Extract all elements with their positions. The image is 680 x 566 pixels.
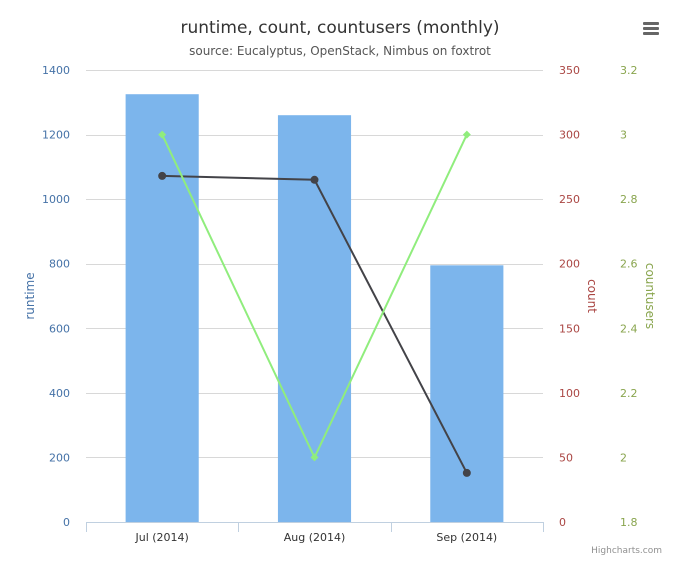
y-tick-label-count: 300 (559, 129, 580, 142)
y-tick-label-count: 0 (559, 516, 566, 529)
y-tick-label-countusers: 2 (620, 451, 627, 464)
bar-runtime[interactable] (125, 94, 199, 522)
y-axis-label-countusers: countusers (643, 263, 657, 329)
point-countusers[interactable] (310, 453, 319, 462)
y-tick-label-runtime: 400 (49, 387, 70, 400)
point-count[interactable] (462, 468, 471, 477)
y-tick-label-count: 350 (559, 64, 580, 77)
y-tick-label-count: 150 (559, 322, 580, 335)
y-tick-label-runtime: 200 (49, 451, 70, 464)
y-tick-label-runtime: 600 (49, 322, 70, 335)
y-tick-label-runtime: 800 (49, 258, 70, 271)
y-axis-label-runtime: runtime (23, 272, 37, 319)
y-axis-count: 0 50 100 150 200 250 300 350 (559, 64, 580, 529)
y-tick-label-runtime: 0 (63, 516, 70, 529)
y-tick-label-count: 250 (559, 193, 580, 206)
chart-title: runtime, count, countusers (monthly) (180, 18, 499, 38)
y-tick-label-countusers: 3 (620, 129, 627, 142)
y-tick-label-countusers: 1.8 (620, 516, 638, 529)
y-tick-label-countusers: 2.6 (620, 258, 638, 271)
y-tick-label-count: 100 (559, 387, 580, 400)
y-tick-label-count: 200 (559, 258, 580, 271)
x-axis: Jul (2014) Aug (2014) Sep (2014) (86, 522, 544, 544)
x-tick-label: Aug (2014) (284, 531, 346, 544)
y-tick-label-runtime: 1000 (42, 193, 70, 206)
y-axis-label-count: count (585, 279, 599, 313)
y-tick-label-countusers: 2.2 (620, 387, 638, 400)
hamburger-menu-icon[interactable] (641, 20, 661, 38)
y-axis-runtime: 0 200 400 600 800 1000 1200 1400 (42, 64, 70, 529)
y-tick-label-runtime: 1400 (42, 64, 70, 77)
point-countusers[interactable] (158, 130, 167, 139)
y-tick-label-countusers: 2.8 (620, 193, 638, 206)
y-tick-label-runtime: 1200 (42, 129, 70, 142)
point-countusers[interactable] (462, 130, 471, 139)
chart-subtitle: source: Eucalyptus, OpenStack, Nimbus on… (189, 44, 491, 58)
point-count[interactable] (158, 171, 167, 180)
y-tick-label-countusers: 2.4 (620, 322, 638, 335)
point-count[interactable] (310, 175, 319, 184)
line-series (158, 130, 471, 477)
x-tick-label: Sep (2014) (436, 531, 497, 544)
credits-link[interactable]: Highcharts.com (591, 546, 662, 556)
y-tick-label-count: 50 (559, 451, 573, 464)
y-tick-label-countusers: 3.2 (620, 64, 638, 77)
y-axis-countusers: 1.8 2 2.2 2.4 2.6 2.8 3 3.2 (620, 64, 638, 529)
x-tick-label: Jul (2014) (134, 531, 188, 544)
bar-runtime[interactable] (430, 265, 504, 522)
